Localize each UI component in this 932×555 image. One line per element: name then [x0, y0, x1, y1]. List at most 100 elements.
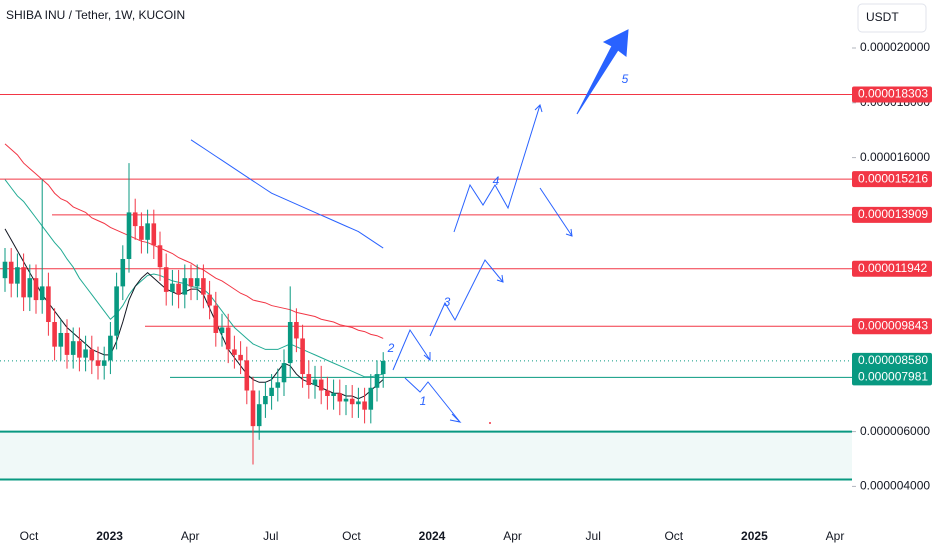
price-label: 0.000015216	[858, 171, 928, 185]
x-tick-label: Apr	[826, 529, 845, 543]
moving-average	[4, 179, 384, 378]
wave-label: 5	[622, 72, 629, 86]
candle-body	[145, 223, 150, 240]
candle-body	[287, 322, 293, 364]
candle-body	[39, 286, 45, 301]
x-tick-label: 2025	[741, 529, 768, 543]
arrow-path	[453, 104, 541, 233]
x-tick-label: Apr	[181, 529, 200, 543]
candle-body	[300, 338, 305, 375]
candle-body	[95, 360, 101, 366]
candle-body	[380, 360, 386, 375]
candle-body	[120, 258, 126, 287]
x-tick-label: 2023	[96, 529, 123, 543]
candle-body	[331, 393, 336, 396]
arrow-head	[496, 274, 504, 283]
currency-button[interactable]	[857, 3, 927, 33]
annotations: 1 2 3 4 5	[387, 72, 629, 408]
price-label-box	[852, 260, 932, 277]
candle-body	[225, 327, 231, 350]
drawings	[392, 29, 629, 424]
moving-average	[4, 143, 384, 339]
price-label: 0.000011942	[858, 261, 928, 275]
price-axis: 0.0000200000.0000180000.0000160000.00000…	[852, 40, 932, 493]
candle-body	[64, 332, 70, 355]
price-label-box	[852, 86, 932, 103]
price-label-box	[852, 318, 932, 335]
price-label: 0.000018303	[858, 87, 928, 101]
wave-label: 2	[387, 341, 395, 355]
arrow-path	[429, 259, 504, 337]
price-label: 0.000013909	[858, 207, 928, 221]
candle-body	[77, 341, 82, 358]
candle-body	[219, 327, 225, 333]
candle-body	[374, 374, 380, 388]
candle-body	[312, 379, 318, 386]
candle-body	[275, 382, 281, 388]
candle-body	[356, 401, 361, 405]
candle-body	[27, 278, 33, 298]
candle-body	[244, 360, 250, 391]
plot-area	[0, 94, 852, 481]
x-tick-label: Oct	[20, 529, 39, 543]
candle-body	[213, 305, 219, 333]
x-tick-label: 2024	[419, 529, 446, 543]
candle-body	[21, 267, 26, 298]
candle-body	[114, 286, 119, 336]
candle-body	[163, 267, 169, 292]
y-tick-label: 0.000006000	[860, 424, 930, 438]
candle-body	[70, 341, 76, 355]
currency[interactable]: USDT	[866, 10, 899, 24]
price-label: 0.000009843	[858, 318, 928, 332]
candle-body	[238, 354, 243, 361]
chart-title: SHIBA INU / Tether, 1W, KUCOIN	[6, 8, 185, 22]
price-label-box	[852, 369, 932, 386]
candle-body	[188, 278, 194, 287]
candle-body	[368, 387, 374, 410]
arrow-path	[404, 377, 461, 423]
candle-body	[139, 226, 144, 240]
arrow-path	[539, 187, 573, 237]
candle-body	[232, 349, 237, 355]
x-tick-label: Apr	[503, 529, 522, 543]
candle-body	[362, 401, 367, 410]
price-label: 0.000007981	[858, 369, 928, 383]
candle-body	[151, 223, 157, 246]
candle-body	[256, 404, 262, 427]
candle-body	[318, 379, 324, 391]
candle-body	[33, 278, 39, 301]
candle-body	[8, 261, 14, 284]
dot	[489, 422, 491, 424]
candle-body	[52, 322, 57, 347]
zone	[0, 431, 852, 480]
candle-body	[269, 387, 274, 396]
candle-body	[83, 349, 88, 358]
candle-body	[2, 261, 8, 279]
x-tick-label: Oct	[342, 529, 361, 543]
price-label-box	[852, 206, 932, 223]
wave-label: 1	[420, 394, 427, 408]
price-label: 0.000008580	[858, 353, 928, 367]
arrow-head	[534, 104, 543, 113]
y-tick-label: 0.000020000	[860, 40, 930, 54]
x-tick-label: Jul	[586, 529, 601, 543]
candle-body	[132, 212, 138, 227]
candle-body	[337, 393, 343, 402]
candle-body	[207, 294, 212, 306]
arrow-path	[392, 328, 431, 371]
candle-body	[325, 390, 330, 396]
candle-body	[294, 322, 299, 339]
x-tick-label: Oct	[664, 529, 683, 543]
y-tick-label: 0.000016000	[860, 150, 930, 164]
x-tick-label: Jul	[263, 529, 278, 543]
candle-body	[58, 332, 64, 347]
y-tick-label: 0.000004000	[860, 479, 930, 493]
candle-body	[126, 212, 132, 259]
wave-label: 3	[444, 295, 451, 309]
candle-body	[108, 335, 113, 361]
arrow-head	[423, 352, 431, 362]
candle-body	[349, 398, 355, 405]
candle-body	[343, 398, 349, 402]
